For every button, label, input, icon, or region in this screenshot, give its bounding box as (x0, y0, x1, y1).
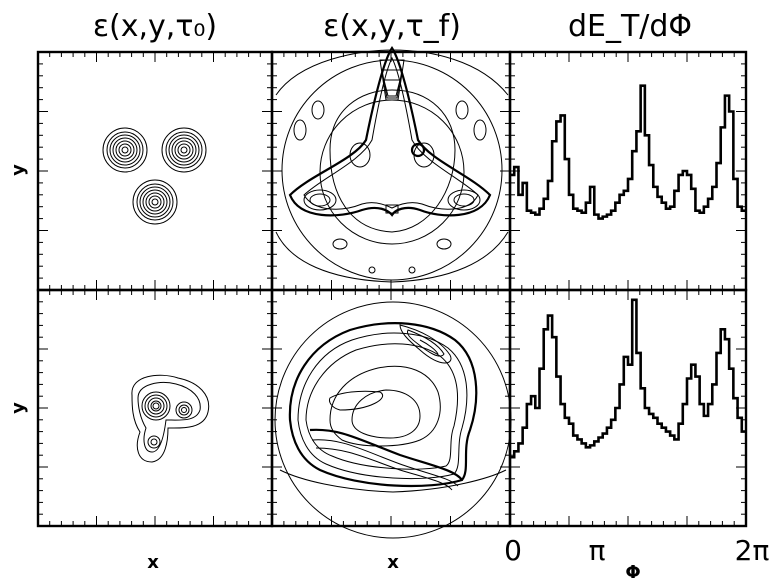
x-axis-label-col2: x (387, 552, 399, 573)
histogram-top-right (510, 84, 746, 220)
panel-frame-top-middle (270, 50, 512, 292)
panel-final-triangular-flow (275, 46, 509, 283)
phi-tick-label-0: 0 (504, 534, 522, 567)
panel-initial-spots (102, 127, 207, 225)
x-axis-label-phi: Φ (625, 562, 640, 583)
phi-tick-label-pi: π (589, 534, 606, 567)
title-transverse-energy-distribution: dE_T/dΦ (568, 9, 692, 44)
panel-final-irregular-flow (274, 301, 512, 539)
panel-frame-bottom-right (508, 288, 748, 528)
hot-spot-right (161, 127, 207, 173)
hot-spot-bottom (132, 179, 178, 225)
panel-initial-overlapping-spots (131, 374, 210, 463)
title-initial-energy-density: ε(x,y,τ₀) (93, 9, 217, 44)
title-final-energy-density: ε(x,y,τ_f) (323, 9, 461, 44)
panel-frame-top-right (508, 50, 748, 292)
x-axis-label-col1: x (147, 552, 159, 573)
y-axis-label-top: y (8, 164, 29, 176)
hot-spot-left (102, 127, 148, 173)
y-axis-label-bottom: y (8, 402, 29, 414)
panel-frame-bottom-left (36, 288, 274, 528)
histogram-bottom-right (510, 298, 746, 459)
phi-tick-label-2pi: 2π (735, 534, 770, 567)
panel-frame-top-left (36, 50, 274, 292)
